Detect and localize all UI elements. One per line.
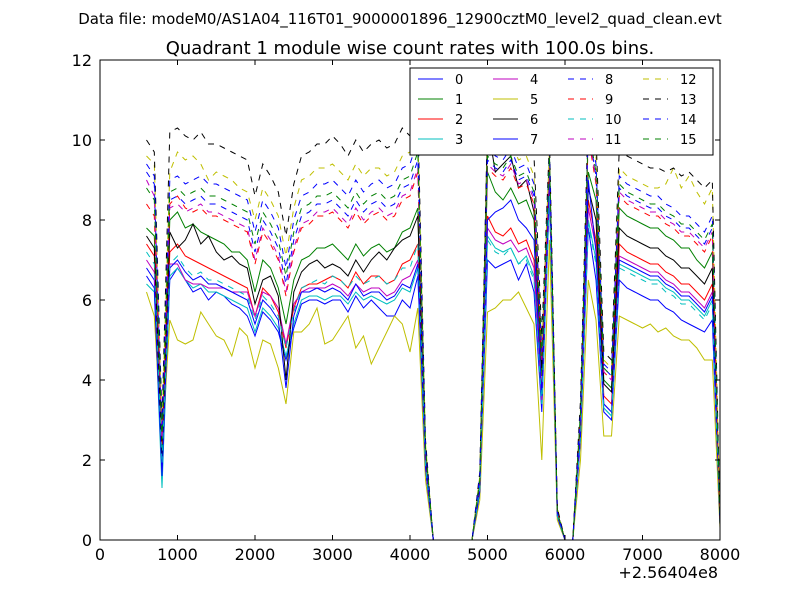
legend-label-10: 10 bbox=[605, 113, 622, 128]
x-tick-label: 4000 bbox=[390, 545, 431, 564]
legend-label-8: 8 bbox=[605, 73, 613, 88]
legend-label-11: 11 bbox=[605, 133, 622, 148]
y-tick-label: 10 bbox=[72, 131, 92, 150]
y-tick-label: 4 bbox=[82, 371, 92, 390]
x-tick-label: 6000 bbox=[545, 545, 586, 564]
series-line-7 bbox=[146, 179, 720, 540]
legend-label-12: 12 bbox=[680, 73, 697, 88]
x-offset-label: +2.56404e8 bbox=[618, 563, 718, 582]
legend-label-3: 3 bbox=[455, 133, 463, 148]
series-line-11 bbox=[146, 131, 720, 540]
x-tick-label: 5000 bbox=[467, 545, 508, 564]
series-line-2 bbox=[146, 183, 720, 540]
x-tick-label: 0 bbox=[95, 545, 105, 564]
legend-label-2: 2 bbox=[455, 113, 463, 128]
legend-label-14: 14 bbox=[680, 113, 697, 128]
series-line-9 bbox=[146, 135, 720, 540]
series-layer bbox=[146, 107, 720, 540]
series-line-4 bbox=[146, 187, 720, 540]
series-line-6 bbox=[146, 123, 720, 540]
legend-label-4: 4 bbox=[530, 73, 538, 88]
y-tick-label: 0 bbox=[82, 531, 92, 550]
series-line-5 bbox=[146, 239, 720, 540]
legend-label-9: 9 bbox=[605, 93, 613, 108]
y-tick-label: 12 bbox=[72, 51, 92, 70]
x-tick-label: 3000 bbox=[312, 545, 353, 564]
y-tick-label: 6 bbox=[82, 291, 92, 310]
series-line-12 bbox=[146, 115, 720, 540]
legend-label-5: 5 bbox=[530, 93, 538, 108]
series-line-14 bbox=[146, 123, 720, 540]
legend-label-15: 15 bbox=[680, 133, 697, 148]
legend-label-13: 13 bbox=[680, 93, 697, 108]
chart-suptitle: Data file: modeM0/AS1A04_116T01_90000018… bbox=[78, 10, 722, 29]
series-line-10 bbox=[146, 195, 720, 540]
y-tick-label: 2 bbox=[82, 451, 92, 470]
series-line-1 bbox=[146, 171, 720, 540]
x-tick-label: 8000 bbox=[700, 545, 741, 564]
series-line-8 bbox=[146, 127, 720, 540]
series-line-13 bbox=[146, 107, 720, 540]
legend-box bbox=[409, 67, 714, 156]
x-tick-label: 7000 bbox=[622, 545, 663, 564]
series-line-0 bbox=[146, 195, 720, 540]
x-tick-label: 2000 bbox=[235, 545, 276, 564]
x-tick-label: 1000 bbox=[157, 545, 198, 564]
legend-label-1: 1 bbox=[455, 93, 463, 108]
axis-ticks: 0 1000 2000 3000 4000 5000 6000 7000 80000246810… bbox=[72, 51, 741, 564]
y-tick-label: 8 bbox=[82, 211, 92, 230]
legend-label-7: 7 bbox=[530, 133, 538, 148]
legend-label-6: 6 bbox=[530, 113, 538, 128]
series-line-3 bbox=[146, 191, 720, 540]
series-line-15 bbox=[146, 127, 720, 540]
legend-label-0: 0 bbox=[455, 73, 463, 88]
chart-title: Quadrant 1 module wise count rates with … bbox=[166, 38, 655, 59]
